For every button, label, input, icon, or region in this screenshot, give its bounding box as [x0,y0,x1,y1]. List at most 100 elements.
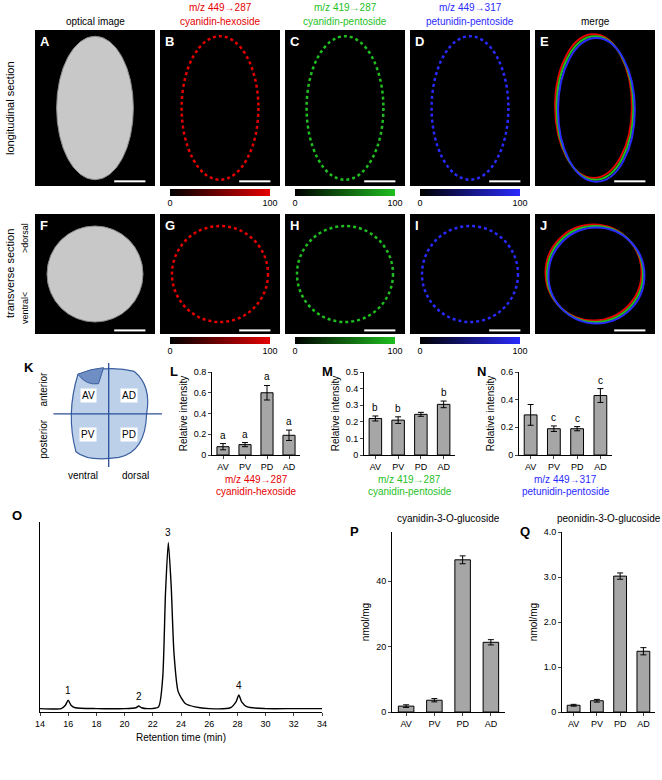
svg-text:22: 22 [148,719,158,729]
svg-text:F: F [40,218,48,233]
svg-text:a: a [242,429,248,440]
svg-text:longitudinal section: longitudinal section [4,61,16,155]
svg-text:cyanidin-pentoside: cyanidin-pentoside [368,486,452,497]
svg-text:PV: PV [239,462,251,472]
svg-text:4.0: 4.0 [544,527,557,537]
svg-text:cyanidin-3-O-glucoside: cyanidin-3-O-glucoside [397,513,500,524]
svg-text:0.3: 0.3 [346,400,359,410]
svg-text:cyanidin-hexoside: cyanidin-hexoside [180,16,260,27]
svg-text:20: 20 [376,642,386,652]
svg-text:34: 34 [317,719,327,729]
svg-text:AV: AV [370,462,381,472]
svg-text:a: a [286,416,292,427]
svg-text:0: 0 [353,450,358,460]
svg-text:posterior: posterior [38,419,49,459]
svg-text:N: N [477,364,486,379]
svg-text:m/z 449→317: m/z 449→317 [439,2,502,13]
svg-text:100: 100 [387,346,402,356]
svg-text:4: 4 [236,680,242,691]
svg-text:PV: PV [428,719,440,729]
svg-text:m/z 449→317: m/z 449→317 [534,474,597,485]
svg-text:AD: AD [594,462,607,472]
svg-text:1: 1 [65,685,71,696]
svg-text:0.4: 0.4 [501,395,514,405]
svg-text:PD: PD [261,462,274,472]
svg-text:0.2: 0.2 [501,422,514,432]
svg-text:G: G [165,218,175,233]
svg-text:16: 16 [63,719,73,729]
svg-text:0.6: 0.6 [194,388,207,398]
svg-text:0.8: 0.8 [194,367,207,377]
svg-text:PD: PD [614,719,627,729]
svg-text:0: 0 [551,707,556,717]
svg-text:J: J [540,218,547,233]
svg-text:M: M [322,364,333,379]
svg-text:a: a [264,371,270,382]
svg-text:0: 0 [417,198,422,208]
svg-text:PV: PV [591,719,603,729]
svg-text:ventral<: ventral< [20,292,30,324]
svg-text:ventral: ventral [68,470,98,481]
svg-text:PD: PD [456,719,469,729]
svg-text:0.4: 0.4 [346,384,359,394]
svg-text:100: 100 [387,198,402,208]
svg-text:nmol/mg: nmol/mg [360,603,371,641]
svg-text:merge: merge [581,16,610,27]
svg-text:14: 14 [35,719,45,729]
svg-text:Relative intensity: Relative intensity [485,376,496,452]
svg-text:a: a [220,430,226,441]
svg-text:anterior: anterior [38,372,49,407]
svg-text:c: c [575,413,580,424]
svg-text:b: b [372,402,378,413]
svg-text:transverse section: transverse section [4,229,16,318]
svg-text:0.4: 0.4 [194,409,207,419]
svg-text:AV: AV [82,390,95,401]
svg-text:32: 32 [289,719,299,729]
svg-text:petunidin-pentoside: petunidin-pentoside [522,486,610,497]
svg-text:C: C [290,34,300,49]
svg-text:m/z 419→287: m/z 419→287 [378,474,441,485]
svg-text:0.5: 0.5 [346,367,359,377]
svg-text:PV: PV [81,429,95,440]
svg-text:AV: AV [400,719,411,729]
svg-text:0: 0 [167,198,172,208]
svg-text:nmol/mg: nmol/mg [528,603,539,641]
svg-text:Q: Q [520,524,530,539]
svg-text:AV: AV [568,719,579,729]
svg-text:0: 0 [201,450,206,460]
svg-text:>dorsal: >dorsal [20,223,30,253]
svg-text:optical image: optical image [66,16,125,27]
svg-text:0: 0 [381,707,386,717]
svg-text:0.2: 0.2 [346,417,359,427]
svg-text:100: 100 [262,346,277,356]
svg-text:30: 30 [261,719,271,729]
svg-text:0: 0 [292,346,297,356]
svg-text:18: 18 [91,719,101,729]
svg-text:0.1: 0.1 [346,434,359,444]
svg-text:0.6: 0.6 [501,367,514,377]
svg-text:c: c [598,375,603,386]
svg-text:PV: PV [392,462,404,472]
svg-text:AV: AV [525,462,536,472]
svg-text:A: A [40,34,50,49]
svg-text:b: b [395,403,401,414]
svg-text:cyanidin-hexoside: cyanidin-hexoside [216,486,296,497]
svg-text:3: 3 [165,527,171,538]
svg-text:K: K [24,360,34,375]
svg-text:0.2: 0.2 [194,429,207,439]
svg-text:0: 0 [508,450,513,460]
svg-text:AD: AD [637,719,650,729]
svg-text:H: H [290,218,299,233]
svg-text:2.0: 2.0 [544,617,557,627]
svg-text:PD: PD [415,462,428,472]
svg-text:AV: AV [217,462,228,472]
svg-text:c: c [551,412,556,423]
svg-text:2: 2 [136,691,142,702]
svg-text:28: 28 [232,719,242,729]
svg-text:m/z 419→287: m/z 419→287 [314,2,377,13]
svg-text:petunidin-pentoside: petunidin-pentoside [426,16,514,27]
svg-text:E: E [540,34,549,49]
svg-text:0: 0 [167,346,172,356]
svg-text:L: L [170,364,178,379]
svg-text:P: P [350,524,359,539]
